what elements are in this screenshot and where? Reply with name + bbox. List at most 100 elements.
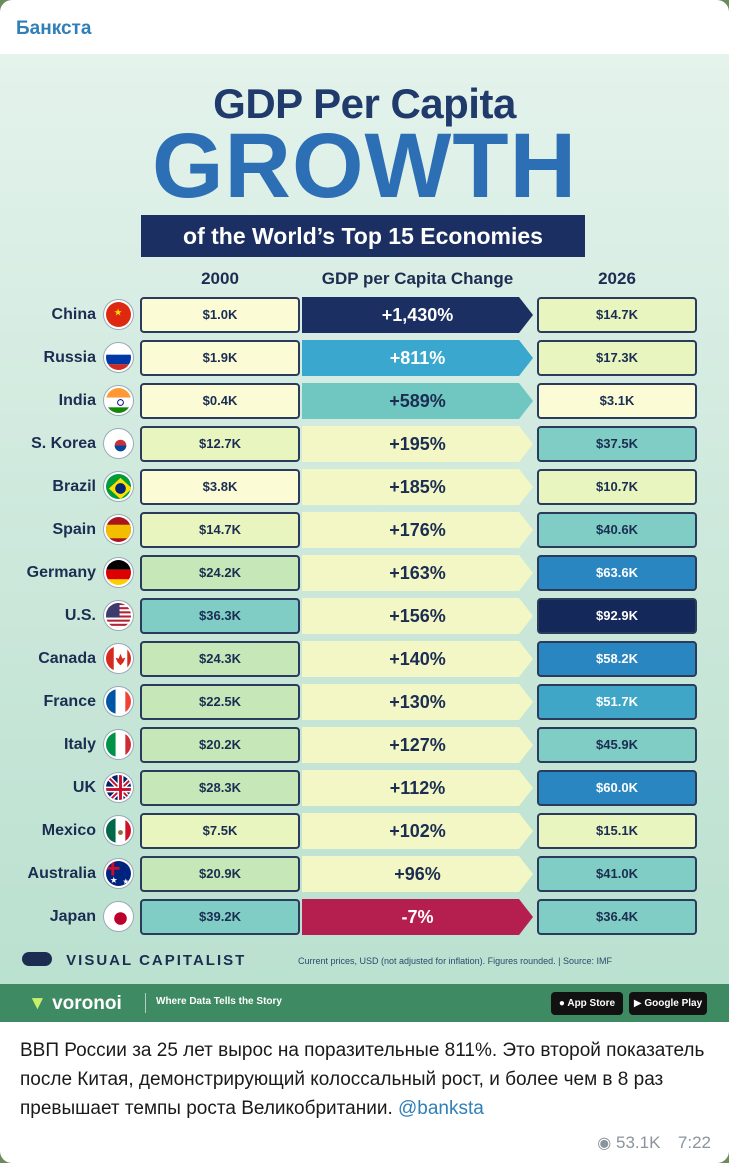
country-label: Russia <box>43 349 96 366</box>
flag-uk-icon <box>104 773 133 802</box>
apple-icon: ● <box>558 998 565 1009</box>
column-header-2000: 2000 <box>201 269 239 288</box>
value-2026-cell: $40.6K <box>537 512 697 548</box>
value-2026-cell: $58.2K <box>537 641 697 677</box>
change-arrow: +112% <box>302 770 533 806</box>
flag-india-icon <box>104 386 133 415</box>
google-play-badge[interactable]: ▶ Google Play <box>629 992 707 1015</box>
change-arrow: +96% <box>302 856 533 892</box>
play-icon: ▶ <box>633 998 642 1009</box>
value-2026-cell: $63.6K <box>537 555 697 591</box>
change-arrow: +140% <box>302 641 533 677</box>
svg-text:★: ★ <box>110 875 118 885</box>
chart-title-line2: GROWTH <box>151 115 578 217</box>
value-2000-cell: $36.3K <box>140 598 300 634</box>
flag-canada-icon <box>104 644 133 673</box>
value-2000-cell: $1.0K <box>140 297 300 333</box>
change-percent-label: +96% <box>394 864 441 884</box>
change-arrow: -7% <box>302 899 533 935</box>
value-2026-cell: $51.7K <box>537 684 697 720</box>
caption-text: ВВП России за 25 лет вырос на поразитель… <box>20 1040 705 1119</box>
country-label: Brazil <box>52 478 96 495</box>
flag-france-icon <box>104 687 133 716</box>
value-2000-cell: $20.2K <box>140 727 300 763</box>
country-label: China <box>51 306 96 323</box>
change-percent-label: +185% <box>389 477 446 497</box>
change-arrow: +127% <box>302 727 533 763</box>
value-2000-cell: $24.3K <box>140 641 300 677</box>
channel-mention-link[interactable]: @banksta <box>398 1098 484 1119</box>
flag-australia-icon: ★ ★ <box>104 859 133 888</box>
column-header-2026: 2026 <box>598 269 636 288</box>
flag-russia-icon <box>104 343 133 372</box>
country-label: UK <box>72 779 96 796</box>
value-2000-cell: $12.7K <box>140 426 300 462</box>
flag-u-s-icon <box>104 601 133 630</box>
chart-title-line1: GDP Per Capita <box>213 80 516 127</box>
google-play-label: Google Play <box>644 998 703 1009</box>
value-2026-cell: $15.1K <box>537 813 697 849</box>
flag-s-korea-icon <box>104 429 133 458</box>
change-arrow: +1,430% <box>302 297 533 333</box>
value-2000-cell: $7.5K <box>140 813 300 849</box>
change-arrow: +185% <box>302 469 533 505</box>
change-percent-label: +130% <box>389 692 446 712</box>
value-2000-cell: $14.7K <box>140 512 300 548</box>
value-2026-cell: $45.9K <box>537 727 697 763</box>
change-percent-label: +811% <box>389 348 446 368</box>
flag-italy-icon <box>104 730 133 759</box>
change-percent-label: +163% <box>389 563 446 583</box>
value-2026-cell: $37.5K <box>537 426 697 462</box>
country-label: S. Korea <box>31 435 96 452</box>
value-2000-cell: $3.8K <box>140 469 300 505</box>
value-2026-cell: $14.7K <box>537 297 697 333</box>
change-arrow: +195% <box>302 426 533 462</box>
post-time: 7:22 <box>677 1133 711 1152</box>
value-2026-cell: $17.3K <box>537 340 697 376</box>
change-percent-label: +1,430% <box>381 305 454 325</box>
change-arrow: +163% <box>302 555 533 591</box>
value-2026-cell: $41.0K <box>537 856 697 892</box>
country-label: France <box>43 693 96 710</box>
flag-brazil-icon <box>104 472 133 501</box>
value-2026-cell: $10.7K <box>537 469 697 505</box>
flag-mexico-icon <box>104 816 133 845</box>
country-label: Mexico <box>41 822 96 839</box>
vc-logo-icon <box>22 952 52 966</box>
flag-spain-icon <box>104 515 133 544</box>
change-arrow: +156% <box>302 598 533 634</box>
country-label: U.S. <box>64 607 96 624</box>
value-2026-cell: $60.0K <box>537 770 697 806</box>
country-label: Germany <box>26 564 96 581</box>
vc-logo-text: VISUAL CAPITALIST <box>66 952 247 969</box>
value-2026-cell: $3.1K <box>537 383 697 419</box>
footer-divider <box>145 993 146 1013</box>
eye-icon: ◉ <box>597 1135 612 1152</box>
country-label: India <box>58 392 96 409</box>
change-percent-label: +127% <box>389 735 446 755</box>
change-arrow: +589% <box>302 383 533 419</box>
value-2026-cell: $92.9K <box>537 598 697 634</box>
change-percent-label: +156% <box>389 606 446 626</box>
value-2000-cell: $39.2K <box>140 899 300 935</box>
voronoi-v-icon: ▼ <box>28 993 47 1014</box>
app-store-badge[interactable]: ● App Store <box>551 992 623 1015</box>
infographic-image[interactable]: GDP Per Capita GROWTH of the World’s Top… <box>0 54 729 1022</box>
country-label: Italy <box>63 736 96 753</box>
voronoi-brand: voronoi <box>52 993 122 1014</box>
flag-japan-icon <box>104 902 133 931</box>
change-percent-label: +589% <box>389 391 446 411</box>
source-note: Current prices, USD (not adjusted for in… <box>298 956 612 966</box>
change-percent-label: -7% <box>401 907 434 927</box>
change-arrow: +811% <box>302 340 533 376</box>
column-header-change: GDP per Capita Change <box>321 269 514 288</box>
channel-name[interactable]: Банкста <box>16 18 92 39</box>
svg-text:★: ★ <box>122 877 129 886</box>
svg-text:★: ★ <box>114 308 123 319</box>
value-2000-cell: $1.9K <box>140 340 300 376</box>
country-label: Australia <box>27 865 96 882</box>
visual-capitalist-logo: VISUAL CAPITALIST <box>22 952 246 969</box>
post-meta: ◉ 53.1K 7:22 <box>597 1133 711 1153</box>
flag-germany-icon <box>104 558 133 587</box>
